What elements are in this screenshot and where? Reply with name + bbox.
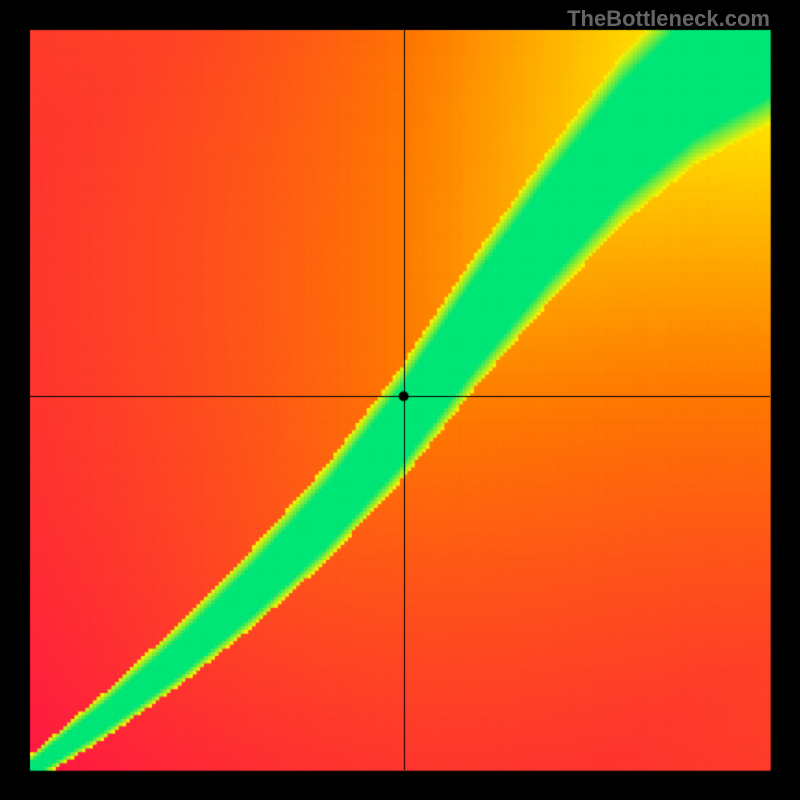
watermark-text: TheBottleneck.com xyxy=(567,6,770,32)
bottleneck-heatmap xyxy=(0,0,800,800)
chart-container: TheBottleneck.com xyxy=(0,0,800,800)
